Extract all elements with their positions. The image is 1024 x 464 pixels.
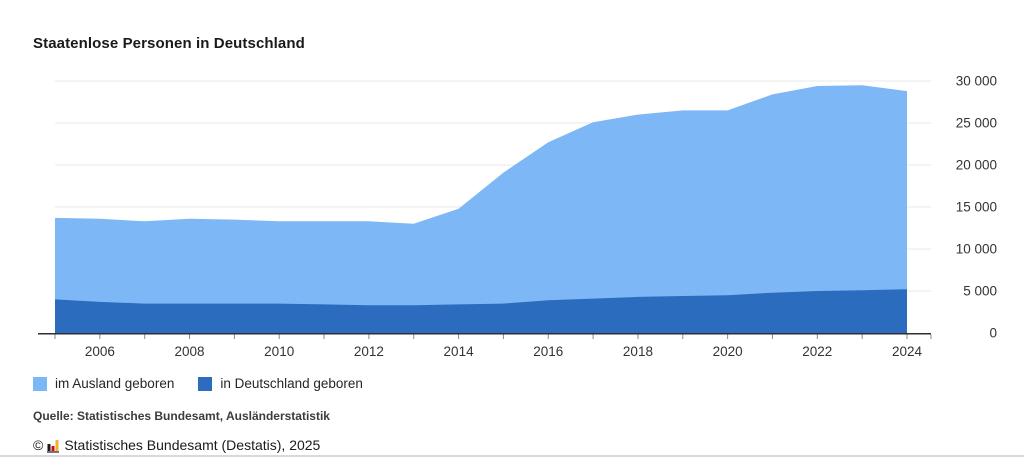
area-im-ausland-geboren <box>55 85 907 333</box>
y-tick-label: 20 000 <box>956 158 997 173</box>
x-tick-label: 2012 <box>354 344 384 359</box>
x-tick-label: 2016 <box>533 344 563 359</box>
area-in-deutschland-geboren <box>55 289 907 333</box>
stacked-area-chart: 2006 2008 2010 2012 2014 2016 2018 2020 2022 2024… <box>38 74 997 359</box>
legend-item-im-ausland-geboren[interactable]: im Ausland geboren <box>33 376 174 391</box>
y-tick-label: 10 000 <box>956 242 997 257</box>
x-tick-label: 2006 <box>85 344 115 359</box>
legend-swatch-light-blue <box>33 376 47 391</box>
x-tick-label: 2010 <box>264 344 294 359</box>
bottom-divider <box>0 455 1024 457</box>
chart-legend: im Ausland geboren in Deutschland gebore… <box>33 376 363 391</box>
legend-label: in Deutschland geboren <box>220 376 363 391</box>
y-tick-label: 5 000 <box>963 284 997 299</box>
y-tick-label: 0 <box>989 326 997 341</box>
legend-label: im Ausland geboren <box>55 376 175 391</box>
x-tick-label: 2020 <box>713 344 743 359</box>
chart-title: Staatenlose Personen in Deutschland <box>33 35 305 52</box>
copyright-line: © Statistisches Bundesamt (Destatis), 20… <box>33 437 320 453</box>
source-text: Quelle: Statistisches Bundesamt, Ausländ… <box>33 409 330 423</box>
x-tick-label: 2022 <box>802 344 832 359</box>
y-tick-label: 25 000 <box>956 116 997 131</box>
copyright-symbol: © <box>33 437 44 453</box>
legend-item-in-deutschland-geboren[interactable]: in Deutschland geboren <box>198 376 363 391</box>
x-tick-label: 2024 <box>892 344 923 359</box>
legend-swatch-dark-blue <box>198 376 213 391</box>
y-tick-label: 30 000 <box>956 74 997 89</box>
x-tick-label: 2014 <box>444 344 475 359</box>
x-tick-label: 2008 <box>175 344 205 359</box>
destatis-bar-chart-icon <box>47 439 60 453</box>
x-tick-label: 2018 <box>623 344 653 359</box>
y-tick-label: 15 000 <box>956 200 997 215</box>
copyright-text: Statistisches Bundesamt (Destatis), 2025 <box>64 437 321 453</box>
